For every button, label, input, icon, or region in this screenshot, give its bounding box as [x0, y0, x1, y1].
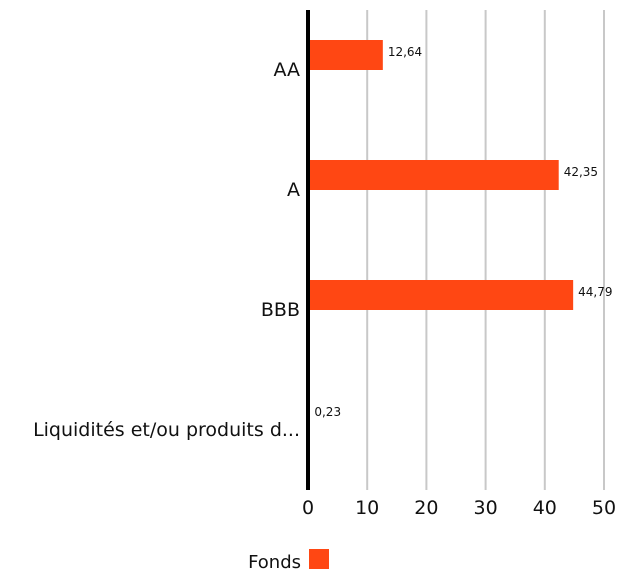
x-tick-label: 10 — [355, 497, 379, 519]
x-tick-label: 30 — [474, 497, 498, 519]
gridlines — [366, 10, 605, 490]
data-labels: 12,64 42,35 44,79 0,23 — [314, 45, 612, 419]
x-tick-label: 40 — [533, 497, 557, 519]
x-tick-label: 50 — [592, 497, 616, 519]
x-tick-label: 20 — [414, 497, 438, 519]
x-tick-label: 0 — [302, 497, 314, 519]
data-label: 0,23 — [314, 405, 341, 419]
category-label: AA — [273, 59, 300, 81]
legend-label: Fonds — [248, 552, 301, 572]
data-label: 42,35 — [564, 165, 598, 179]
bar — [308, 160, 559, 190]
x-tick-labels: 0 10 20 30 40 50 — [302, 497, 616, 519]
data-label: 44,79 — [578, 285, 612, 299]
bar — [308, 40, 383, 70]
legend: Fonds — [248, 549, 329, 572]
data-label: 12,64 — [388, 45, 422, 59]
bar — [308, 280, 574, 310]
category-label: BBB — [261, 299, 300, 321]
category-label: A — [287, 179, 300, 201]
bars — [308, 40, 574, 430]
category-label: Liquidités et/ou produits d... — [33, 419, 300, 441]
legend-swatch — [309, 549, 329, 569]
